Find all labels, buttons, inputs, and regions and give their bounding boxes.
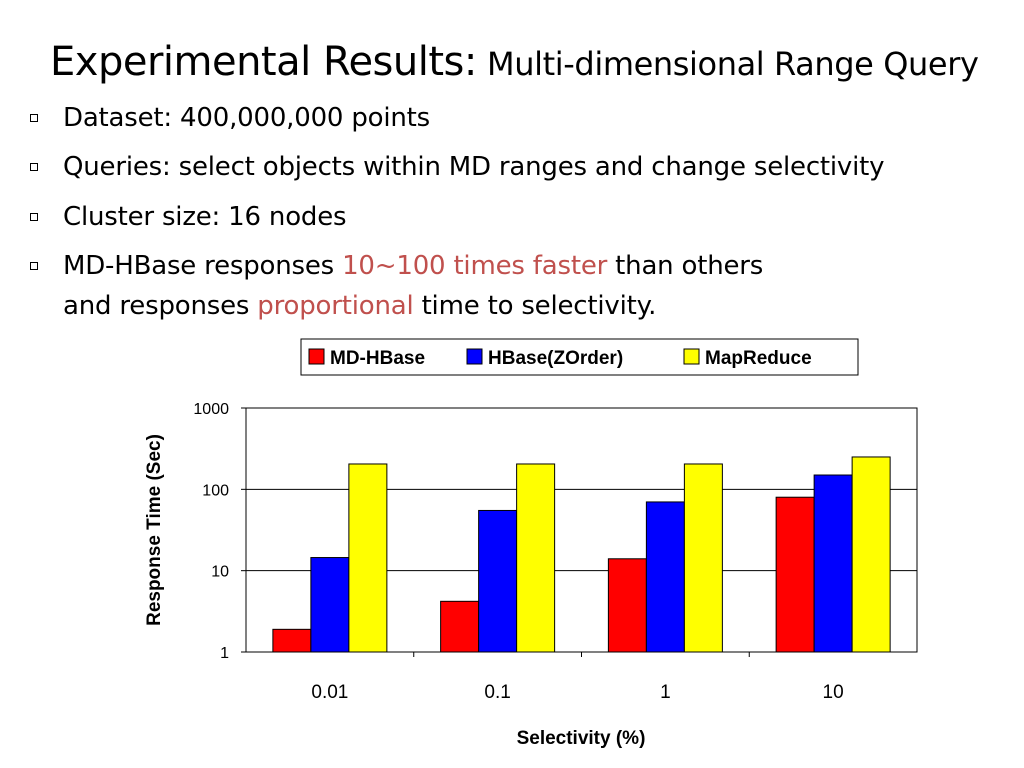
x-tick-label: 1 — [660, 682, 671, 703]
legend-box — [300, 338, 859, 376]
bar-mapreduce — [851, 456, 891, 653]
highlight-faster: 10~100 times faster — [342, 251, 608, 281]
bar-mapreduce — [516, 463, 556, 653]
bar-chart: MD-HBase HBase(ZOrder) MapReduce 110100100… — [144, 338, 918, 749]
plot-frame — [245, 407, 918, 653]
x-tick-label: 0.01 — [311, 682, 348, 703]
bullet-text-line1: MD-HBase responses 10~100 times faster t… — [63, 246, 763, 286]
bullet-square-icon — [30, 262, 38, 270]
bullet-text: Dataset: 400,000,000 points — [63, 103, 430, 133]
legend-label: MapReduce — [705, 348, 812, 369]
legend-swatch — [683, 348, 700, 365]
slide-title-sub: Multi-dimensional Range Query — [487, 45, 979, 83]
legend-swatch — [308, 348, 325, 365]
bullet-text-line2-pre: and responses — [63, 291, 258, 321]
slide-title-main: Experimental Results: — [50, 39, 477, 85]
y-tick-label: 1000 — [193, 401, 229, 418]
bullet-text-line1-post: than others — [607, 251, 764, 281]
plot-area: 1 10 100 1000 0.01 0.1 1 10 — [193, 401, 918, 703]
bullet-square-icon — [30, 163, 38, 171]
slide-title: Experimental Results: Multi-dimensional … — [50, 42, 979, 82]
legend-label: HBase(ZOrder) — [488, 348, 623, 369]
y-tick-label: 100 — [202, 482, 229, 499]
bullet-text: Queries: select objects within MD ranges… — [63, 152, 885, 182]
legend-label: MD-HBase — [330, 348, 425, 369]
x-axis-label: Selectivity (%) — [517, 728, 646, 749]
bullet-text: Cluster size: 16 nodes — [63, 202, 347, 232]
x-tick-label: 10 — [823, 682, 844, 703]
x-tick-label: 0.1 — [484, 682, 510, 703]
y-tick-label: 10 — [211, 564, 229, 581]
bar-hbase-zorder — [310, 557, 350, 653]
bar-mapreduce — [348, 463, 388, 653]
bar-hbase-zorder — [478, 509, 518, 653]
chart-legend: MD-HBase HBase(ZOrder) MapReduce — [300, 338, 859, 376]
bar-hbase-zorder — [645, 501, 685, 653]
highlight-proportional: proportional — [257, 291, 414, 321]
bullet-text-line2-post: time to selectivity. — [413, 291, 657, 321]
bar-md-hbase — [775, 496, 815, 653]
bullet-text-line1-pre: MD-HBase responses — [63, 251, 343, 281]
bar-md-hbase — [607, 558, 647, 653]
y-axis-label: Response Time (Sec) — [144, 434, 165, 626]
bullet-square-icon — [30, 114, 38, 122]
bullet-square-icon — [30, 213, 38, 221]
bar-hbase-zorder — [813, 474, 853, 653]
y-tick-label: 1 — [220, 645, 229, 662]
bar-md-hbase — [440, 600, 480, 653]
bullet-text-line2: and responses proportional time to selec… — [63, 286, 656, 326]
bar-mapreduce — [683, 463, 723, 653]
legend-swatch — [466, 348, 483, 365]
bar-md-hbase — [272, 628, 312, 653]
